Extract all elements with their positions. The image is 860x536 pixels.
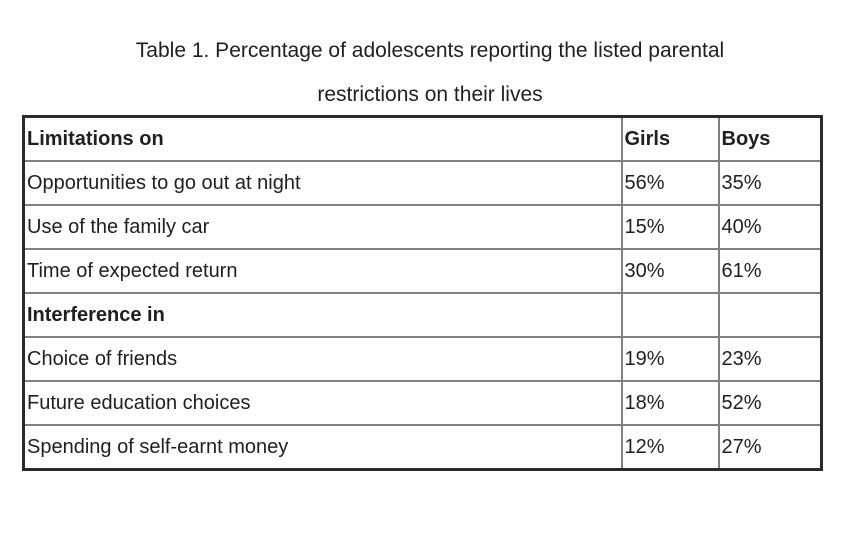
boys-value-cell: 52%: [717, 380, 823, 426]
girls-value-cell: 12%: [620, 424, 720, 471]
table-caption: Table 1. Percentage of adolescents repor…: [0, 29, 860, 117]
table-row: Use of the family car 15% 40%: [22, 204, 823, 250]
girls-value-cell: 56%: [620, 160, 720, 206]
table-caption-line2: restrictions on their lives: [317, 83, 543, 106]
table-header-row: Limitations on Girls Boys: [22, 115, 823, 162]
table-row: Future education choices 18% 52%: [22, 380, 823, 426]
row-label-cell: Future education choices: [22, 380, 623, 426]
boys-value-cell: 27%: [717, 424, 823, 471]
boys-value-cell: 40%: [717, 204, 823, 250]
table-section-row: Interference in: [22, 292, 823, 338]
column-header-girls: Girls: [620, 115, 720, 162]
restrictions-table: Limitations on Girls Boys Opportunities …: [22, 115, 823, 471]
table-row: Time of expected return 30% 61%: [22, 248, 823, 294]
table-row: Choice of friends 19% 23%: [22, 336, 823, 382]
table-caption-line1: Table 1. Percentage of adolescents repor…: [135, 39, 725, 62]
row-label-cell: Spending of self-earnt money: [22, 424, 623, 471]
table-row: Spending of self-earnt money 12% 27%: [22, 424, 823, 471]
row-label-cell: Choice of friends: [22, 336, 623, 382]
row-label-cell: Time of expected return: [22, 248, 623, 294]
girls-value-cell: 15%: [620, 204, 720, 250]
column-header-limitations: Limitations on: [22, 115, 623, 162]
boys-value-cell: 23%: [717, 336, 823, 382]
boys-value-cell: [717, 292, 823, 338]
girls-value-cell: 19%: [620, 336, 720, 382]
girls-value-cell: 18%: [620, 380, 720, 426]
column-header-boys: Boys: [717, 115, 823, 162]
row-label-cell: Opportunities to go out at night: [22, 160, 623, 206]
section-label-cell: Interference in: [22, 292, 623, 338]
girls-value-cell: 30%: [620, 248, 720, 294]
boys-value-cell: 35%: [717, 160, 823, 206]
row-label-cell: Use of the family car: [22, 204, 623, 250]
girls-value-cell: [620, 292, 720, 338]
boys-value-cell: 61%: [717, 248, 823, 294]
table-row: Opportunities to go out at night 56% 35%: [22, 160, 823, 206]
